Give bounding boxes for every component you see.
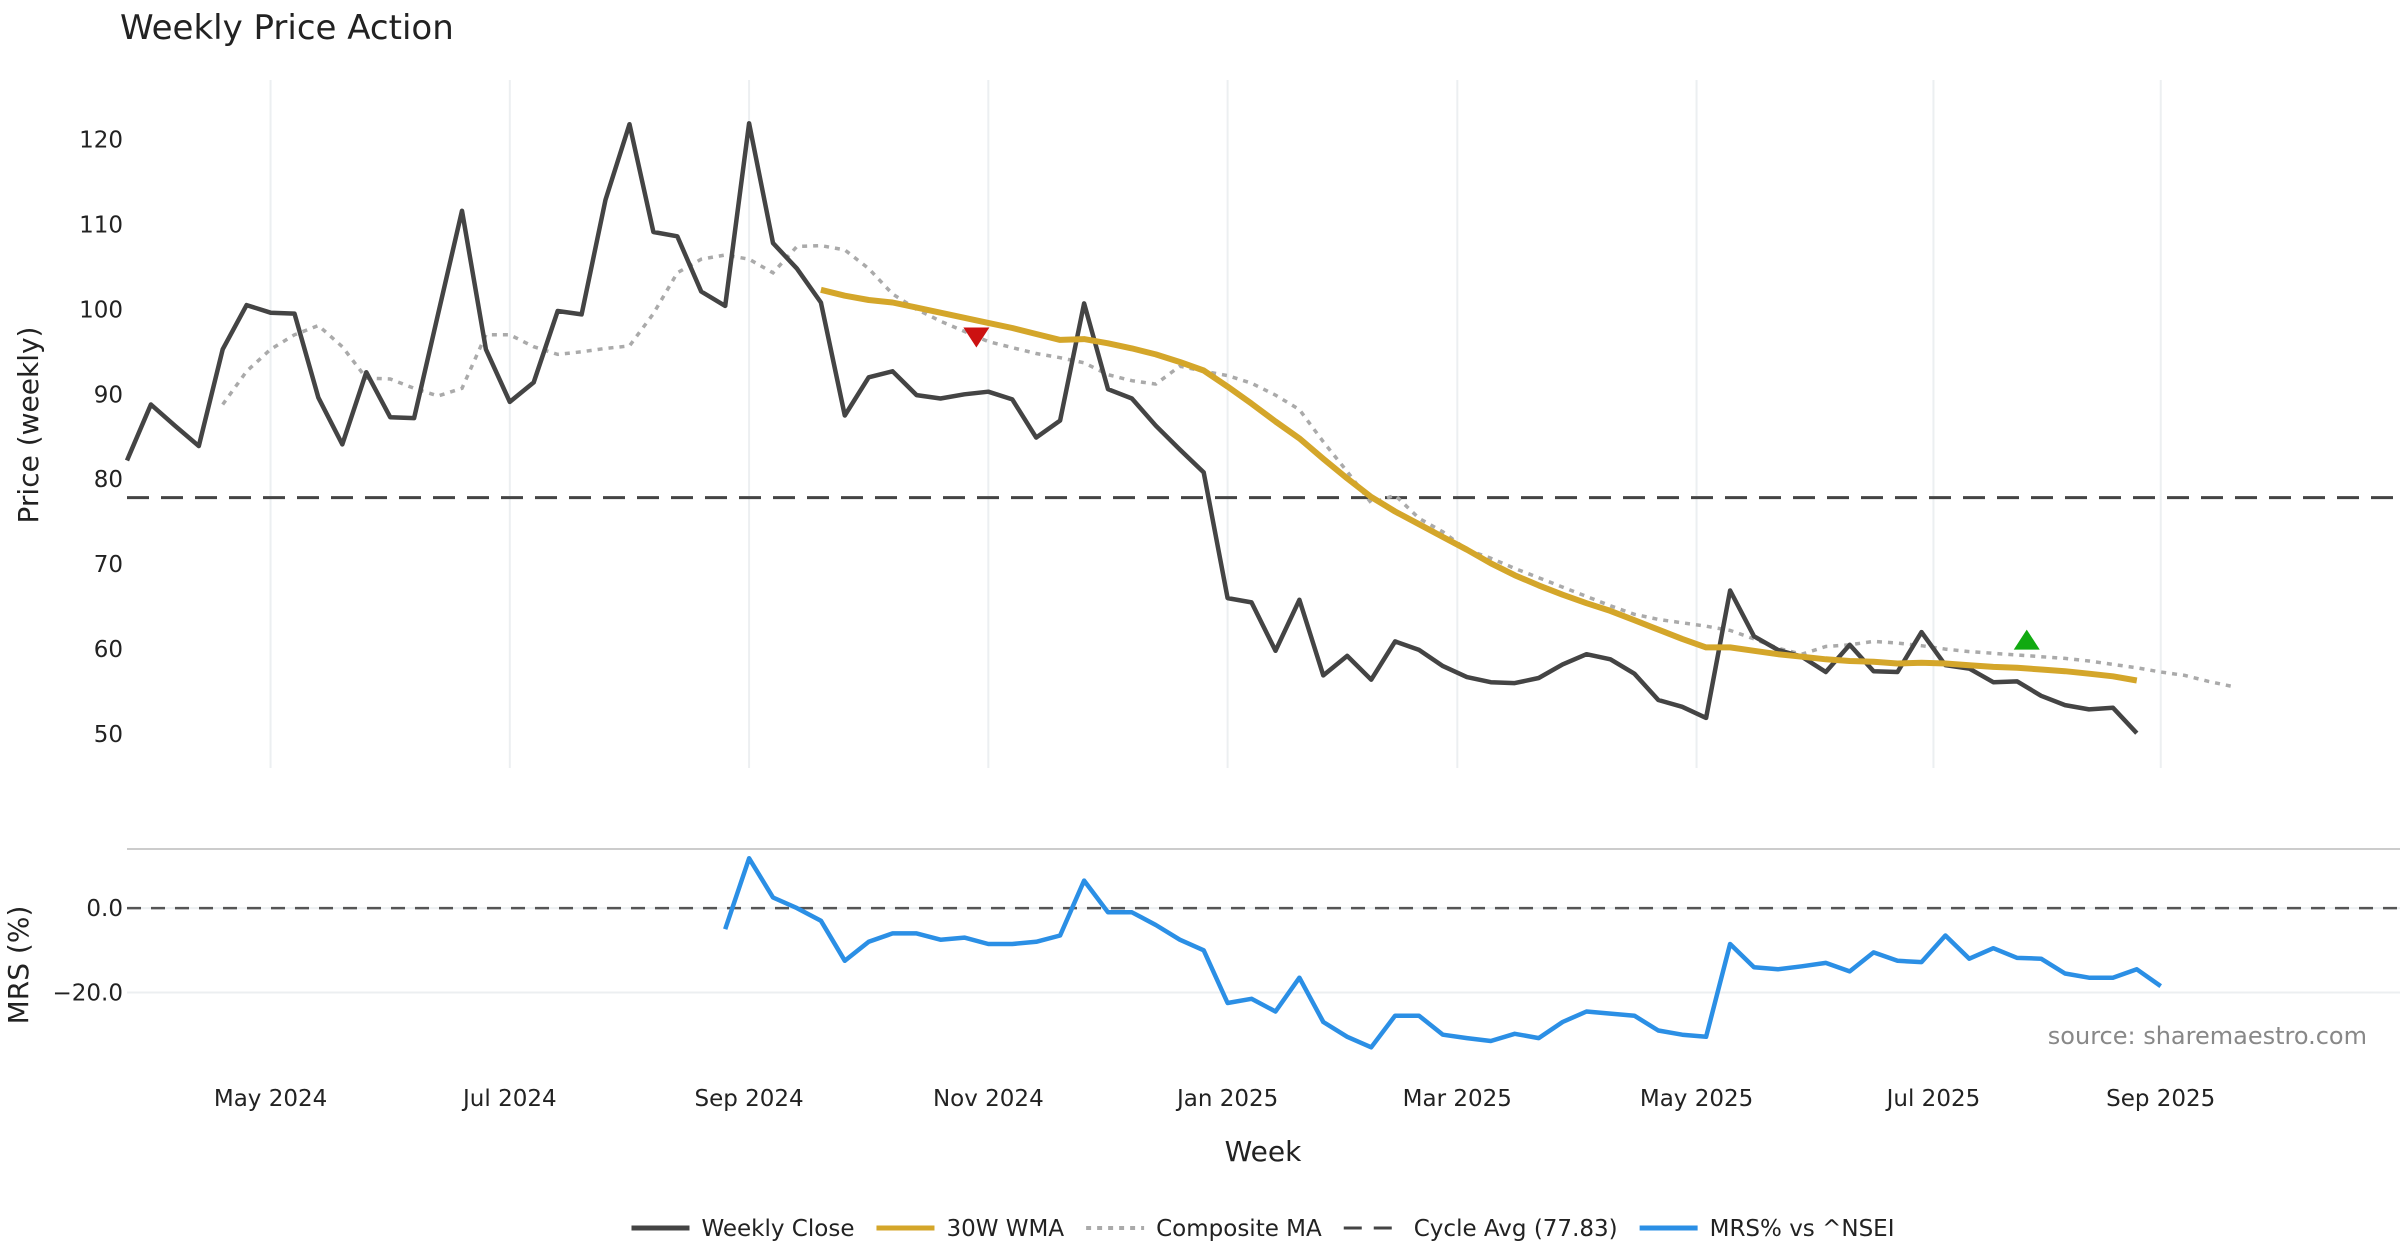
- mrs-panel: 0.0 −20.0 MRS (%) source: sharemaestro.co…: [2, 856, 2400, 1050]
- buy-signal-marker: [2013, 629, 2040, 650]
- mrs-y-axis-label: MRS (%): [2, 906, 35, 1025]
- x-tick-label: May 2024: [214, 1086, 327, 1112]
- x-tick-label: Sep 2025: [2106, 1086, 2215, 1112]
- legend: Weekly Close 30W WMA Composite MA Cycle Avg…: [631, 1216, 1895, 1242]
- mrs-y-ticks: 0.0 −20.0: [53, 896, 123, 1006]
- mrs-line: [723, 856, 2162, 1050]
- x-tick-label: May 2025: [1640, 1086, 1753, 1112]
- price-y-axis-label: Price (weekly): [12, 327, 45, 524]
- price-y-tick-label: 90: [94, 382, 123, 408]
- price-y-tick-label: 120: [79, 127, 123, 153]
- chart-title: Weekly Price Action: [120, 8, 454, 48]
- sell-signal-marker: [963, 327, 990, 348]
- x-tick-label: Jul 2025: [1885, 1086, 1981, 1112]
- composite-ma-line: [221, 243, 2233, 689]
- price-panel: 50 60 70 80 90 100 110 120 Price (weekly): [12, 80, 2400, 768]
- price-y-tick-label: 50: [94, 722, 123, 748]
- price-y-tick-label: 70: [94, 552, 123, 578]
- wma-30w-line: [820, 286, 2138, 684]
- x-tick-label: Nov 2024: [933, 1086, 1044, 1112]
- price-y-tick-label: 60: [94, 637, 123, 663]
- weekly-close-line: [124, 121, 2139, 735]
- x-tick-label: Mar 2025: [1403, 1086, 1512, 1112]
- legend-label: Weekly Close: [701, 1216, 854, 1242]
- mrs-y-tick-label: −20.0: [53, 980, 123, 1006]
- legend-label: Cycle Avg (77.83): [1414, 1216, 1618, 1242]
- x-tick-label: Jul 2024: [461, 1086, 557, 1112]
- price-y-ticks: 50 60 70 80 90 100 110 120: [79, 127, 123, 748]
- price-grid: [269, 80, 2162, 768]
- mrs-grid: [127, 907, 2400, 994]
- price-y-tick-label: 80: [94, 467, 123, 493]
- price-y-tick-label: 110: [79, 212, 123, 238]
- legend-label: 30W WMA: [946, 1216, 1064, 1242]
- x-axis-ticks: May 2024 Jul 2024 Sep 2024 Nov 2024 Jan 2025…: [214, 1086, 2215, 1112]
- price-y-tick-label: 100: [79, 297, 123, 323]
- legend-label: Composite MA: [1156, 1216, 1322, 1242]
- x-tick-label: Sep 2024: [694, 1086, 803, 1112]
- x-tick-label: Jan 2025: [1175, 1086, 1278, 1112]
- mrs-y-tick-label: 0.0: [86, 896, 123, 922]
- source-note: source: sharemaestro.com: [2048, 1022, 2367, 1050]
- legend-label: MRS% vs ^NSEI: [1710, 1216, 1895, 1242]
- x-axis-label: Week: [1225, 1135, 1302, 1168]
